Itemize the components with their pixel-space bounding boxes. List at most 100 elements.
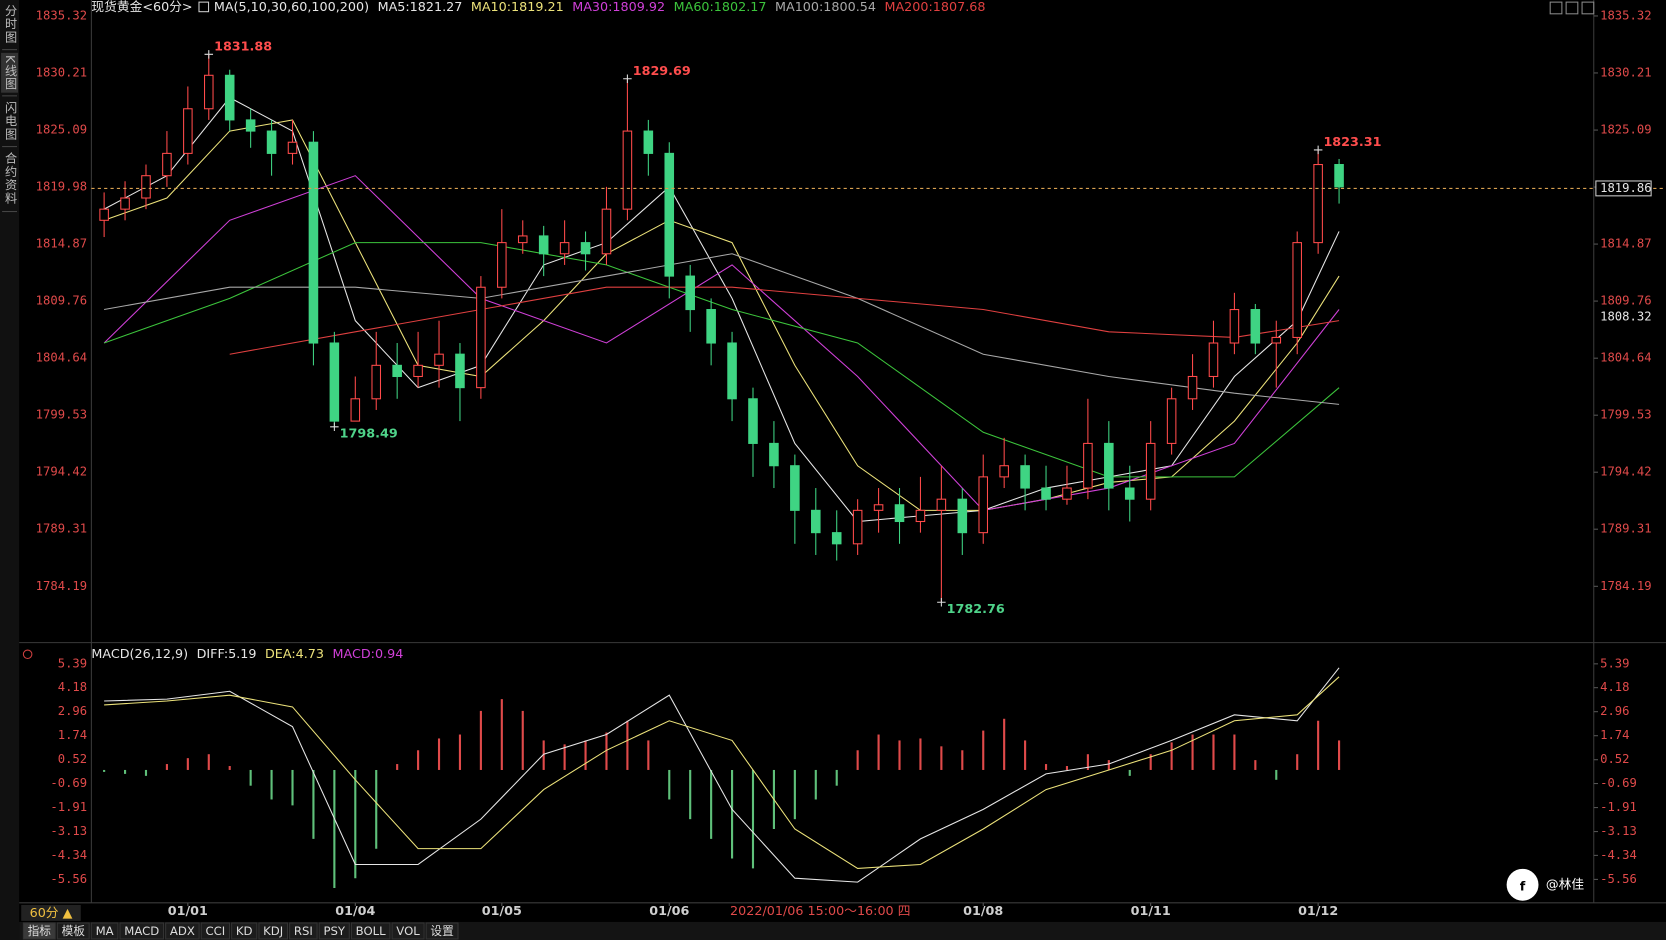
tab[interactable]: VOL xyxy=(396,924,420,938)
macd-settings-icon[interactable] xyxy=(22,649,33,660)
y-tick-label-right: -0.69 xyxy=(1600,776,1637,790)
legend-entry: MA30:1809.92 xyxy=(572,0,665,15)
candle-body xyxy=(350,398,361,422)
tab-bg xyxy=(289,922,318,940)
tab[interactable]: ADX xyxy=(170,924,195,938)
extreme-marker xyxy=(204,50,214,59)
window-icons xyxy=(1549,1,1595,15)
candle-body xyxy=(769,442,779,467)
candle-body xyxy=(1145,442,1156,500)
candle-body xyxy=(183,108,193,154)
crosshair-time: 2022/01/06 15:00～16:00 四 xyxy=(730,904,910,919)
candle-body xyxy=(497,242,507,288)
x-tick-label: 01/08 xyxy=(963,904,1003,919)
extreme-label: 1782.76 xyxy=(947,602,1005,617)
tab[interactable]: PSY xyxy=(323,924,345,938)
candle-body xyxy=(266,130,277,154)
tab[interactable]: KDJ xyxy=(263,924,283,938)
candle-body xyxy=(1292,242,1302,338)
legend-entry: MA100:1800.54 xyxy=(775,0,876,15)
y-tick-label-left: 0.52 xyxy=(58,752,87,766)
y-tick-label-left: -0.69 xyxy=(50,776,87,790)
candle-body xyxy=(873,504,884,511)
legend-entry: MA60:1802.17 xyxy=(674,0,767,15)
tab[interactable]: KD xyxy=(236,924,253,938)
candle-body xyxy=(580,242,591,255)
x-tick-label: 01/06 xyxy=(649,904,689,919)
tab[interactable]: 指标 xyxy=(28,924,52,938)
tab[interactable]: MACD xyxy=(124,924,159,938)
x-tick-label: 01/05 xyxy=(482,904,522,919)
price-label: 1819.86 xyxy=(1600,181,1651,195)
legend-entry: MA200:1807.68 xyxy=(884,0,985,15)
icon[interactable] xyxy=(1565,1,1579,15)
candle-body xyxy=(413,364,423,378)
tab-bg xyxy=(119,922,165,940)
tab-bg xyxy=(56,922,90,940)
y-tick-label-right: -5.56 xyxy=(1600,872,1637,886)
candle-body xyxy=(1313,164,1323,244)
x-tick-label: 01/01 xyxy=(168,904,208,919)
candle-body xyxy=(1166,398,1177,444)
candle-body xyxy=(308,141,319,344)
extreme-label: 1798.49 xyxy=(340,427,398,442)
candle-body xyxy=(434,353,444,366)
watermark: @林佳 xyxy=(1546,877,1584,892)
tab[interactable]: 模板 xyxy=(62,924,86,938)
indicator-line xyxy=(229,286,1340,355)
period-button-bg[interactable] xyxy=(21,904,81,921)
y-tick-label-right: 5.39 xyxy=(1600,656,1629,670)
tab[interactable]: 设置 xyxy=(430,924,454,938)
tab[interactable]: MA xyxy=(96,924,114,938)
extreme-label: 1829.69 xyxy=(633,64,691,79)
y-tick-label-left: -1.91 xyxy=(50,800,87,814)
y-tick-label-right: 1794.42 xyxy=(1600,465,1651,479)
tab-bg xyxy=(391,922,425,940)
x-tick-label: 01/04 xyxy=(335,904,375,919)
candle-body xyxy=(852,509,863,545)
candle-body xyxy=(999,465,1009,478)
sidebar-tab[interactable]: K线图 xyxy=(3,55,17,91)
y-tick-label-left: 1784.19 xyxy=(36,579,87,593)
sidebar-tab[interactable]: 分时图 xyxy=(3,4,17,44)
y-tick-label-left: 4.18 xyxy=(58,680,87,694)
candle-body xyxy=(1208,342,1219,378)
extreme-label: 1823.31 xyxy=(1323,135,1381,150)
candle-body xyxy=(1124,487,1135,500)
period-button[interactable]: 60分 ▲ xyxy=(30,906,73,921)
candle-body xyxy=(1020,465,1030,489)
icon[interactable] xyxy=(1549,1,1563,15)
candle-body xyxy=(622,130,633,210)
tab[interactable]: CCI xyxy=(205,924,225,938)
tab-bg xyxy=(350,922,391,940)
y-tick-label-left: 1830.21 xyxy=(36,65,87,79)
candle-body xyxy=(99,208,109,221)
sidebar-tab[interactable]: 合约资料 xyxy=(3,151,17,205)
sidebar-tab[interactable]: 闪电图 xyxy=(3,101,17,141)
legend-entry: MA5:1821.27 xyxy=(378,0,463,15)
candle-body xyxy=(517,235,528,244)
y-tick-label-left: 1835.32 xyxy=(36,8,87,22)
candle-body xyxy=(915,509,926,523)
y-tick-label-left: 1.74 xyxy=(58,728,87,742)
price-label: 1808.32 xyxy=(1600,310,1651,324)
candle-body xyxy=(643,130,654,154)
candle-body xyxy=(894,504,905,523)
y-tick-label-left: 1825.09 xyxy=(36,123,87,137)
tab[interactable]: BOLL xyxy=(356,924,386,938)
candle-body xyxy=(1187,375,1198,400)
y-tick-label-left: 2.96 xyxy=(58,704,87,718)
y-tick-label-right: 1.74 xyxy=(1600,728,1629,742)
tab-bg xyxy=(318,922,350,940)
y-tick-label-right: -4.34 xyxy=(1600,848,1637,862)
tab[interactable]: RSI xyxy=(294,924,313,938)
watermark-icon-glyph: f xyxy=(1520,879,1526,894)
candle-body xyxy=(1250,309,1261,344)
candle-body xyxy=(392,364,402,378)
candle-body xyxy=(1334,164,1344,188)
tab-bg xyxy=(425,922,459,940)
y-tick-label-left: 5.39 xyxy=(58,656,87,670)
candle-body xyxy=(224,74,235,121)
icon[interactable] xyxy=(1581,1,1595,15)
